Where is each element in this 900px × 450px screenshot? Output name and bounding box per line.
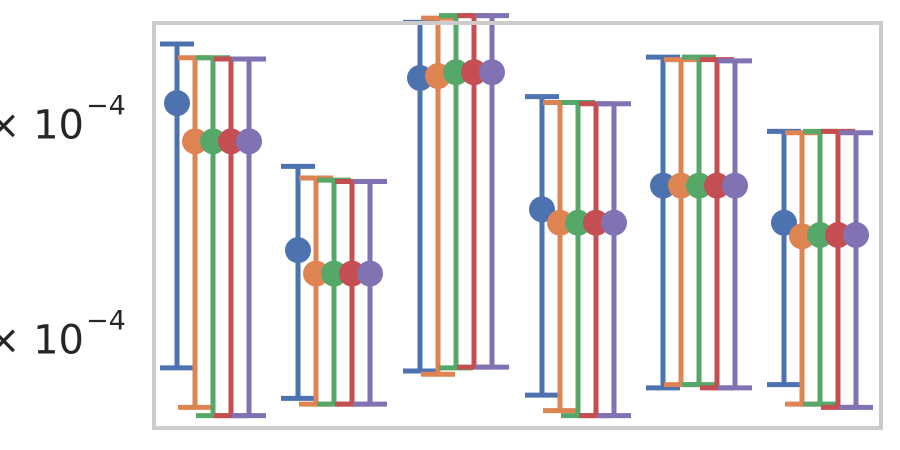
mean-point: [807, 221, 833, 248]
error-bar: [700, 57, 734, 391]
error-bar: [785, 130, 819, 407]
error-bar: [317, 177, 351, 407]
error-bar: [839, 130, 873, 410]
error-bar: [597, 101, 631, 419]
mean-point: [443, 59, 469, 86]
error-bar: [803, 128, 837, 407]
mean-point: [668, 172, 694, 199]
mean-point: [601, 209, 627, 236]
mean-point: [547, 209, 573, 236]
y-tick-exponent: −4: [86, 306, 126, 337]
error-bar: [299, 175, 333, 407]
error-bar: [646, 54, 680, 391]
plot-frame: [152, 21, 883, 430]
mean-point: [236, 128, 262, 155]
mean-point: [825, 221, 851, 248]
mean-point: [565, 209, 591, 236]
mean-point: [704, 172, 730, 199]
error-bar: [281, 163, 315, 401]
mean-point: [218, 128, 244, 155]
mean-point: [722, 172, 748, 199]
y-tick-label: × 10: [0, 103, 84, 149]
error-bar: [579, 101, 613, 419]
mean-point: [686, 172, 712, 199]
error-bar: [353, 178, 387, 407]
error-bar: [335, 178, 369, 407]
error-bar: [682, 54, 716, 388]
mean-point: [461, 59, 487, 86]
error-bar: [214, 56, 248, 419]
mean-point: [303, 260, 329, 287]
mean-point: [321, 260, 347, 287]
error-bar: [543, 99, 577, 414]
mean-point: [200, 128, 226, 155]
mean-point: [357, 260, 383, 287]
y-tick-exponent: −4: [86, 91, 126, 122]
y-tick-label: × 10: [0, 318, 84, 364]
plot-area: [160, 13, 873, 419]
mean-point: [583, 209, 609, 236]
mean-point: [843, 221, 869, 248]
mean-point: [771, 209, 797, 236]
y-axis: × 10 −4× 10 −4: [0, 91, 126, 364]
error-bar: [821, 128, 855, 410]
mean-point: [285, 237, 311, 264]
error-bar: [196, 55, 230, 419]
mean-point: [339, 260, 365, 287]
error-bar: [718, 58, 752, 391]
mean-point: [479, 59, 505, 86]
error-bar: [664, 57, 698, 388]
mean-point: [164, 90, 190, 117]
mean-point: [182, 128, 208, 155]
mean-point: [650, 172, 676, 199]
error-bar: [767, 128, 801, 388]
error-bar: [232, 56, 266, 419]
mean-point: [529, 196, 555, 223]
error-bar: [525, 94, 559, 398]
error-bar: [561, 99, 595, 419]
